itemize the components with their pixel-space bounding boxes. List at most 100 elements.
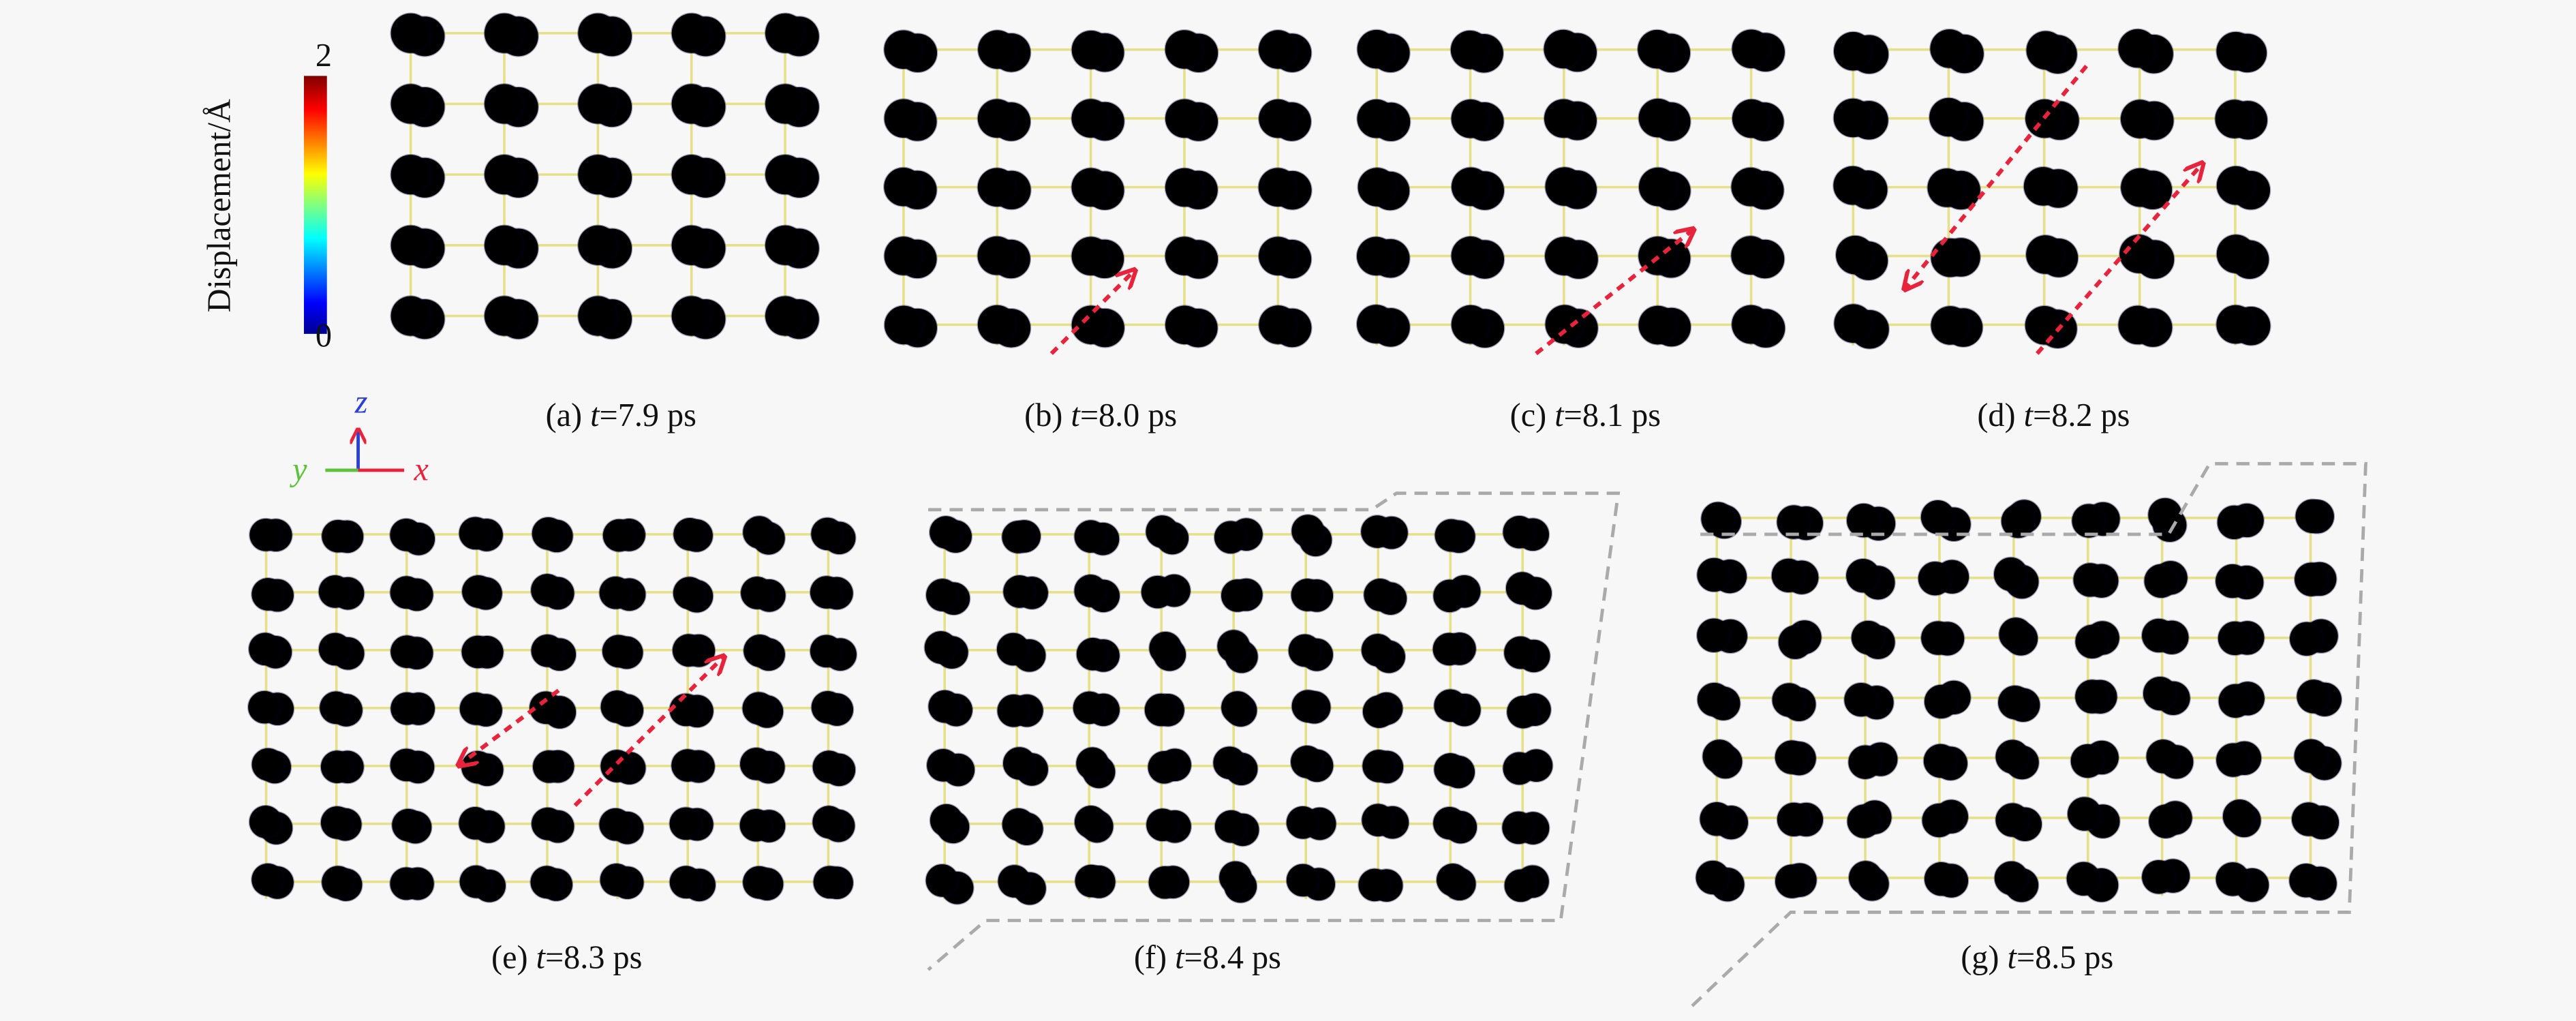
- atom: [1434, 518, 1469, 553]
- atom: [1543, 29, 1584, 70]
- atom: [2024, 305, 2065, 346]
- atom: [319, 690, 354, 725]
- atom: [1731, 29, 1772, 70]
- caption: (b) t=8.0 ps: [1024, 397, 1177, 433]
- atom: [977, 29, 1017, 70]
- atom: [1776, 504, 1812, 540]
- atom: [461, 635, 495, 669]
- atom: [1361, 803, 1396, 838]
- atom: [1777, 624, 1813, 660]
- atom: [483, 224, 525, 266]
- atom: [483, 12, 525, 54]
- atom: [1145, 514, 1180, 549]
- atom: [1287, 633, 1322, 668]
- atom: [391, 808, 426, 842]
- atom: [483, 153, 525, 196]
- atom: [1075, 637, 1110, 671]
- atom: [577, 295, 619, 337]
- atom: [1503, 635, 1538, 670]
- atom: [532, 749, 566, 784]
- atom: [598, 575, 633, 610]
- atom: [977, 167, 1017, 208]
- colorbar-max: 2: [316, 37, 332, 74]
- atom: [1432, 579, 1467, 613]
- atom: [1071, 98, 1111, 139]
- atom: [764, 12, 806, 54]
- atom: [883, 305, 924, 346]
- caption: (g) t=8.5 ps: [1961, 939, 2113, 975]
- atom: [739, 575, 774, 610]
- snapshot: [1355, 29, 1786, 349]
- atom: [2023, 166, 2064, 207]
- atom: [1543, 98, 1584, 139]
- atom: [390, 224, 431, 266]
- atom: [461, 574, 495, 609]
- atom: [810, 517, 845, 551]
- atom: [2119, 99, 2160, 140]
- atom: [1355, 236, 1396, 277]
- atom: [1997, 684, 2033, 720]
- atom: [531, 516, 566, 551]
- atom: [321, 865, 356, 900]
- atom: [883, 236, 924, 276]
- atom: [2218, 683, 2254, 719]
- atom: [1833, 31, 1873, 72]
- atom: [1001, 807, 1036, 842]
- atom: [2142, 675, 2178, 712]
- atom: [997, 864, 1032, 899]
- slip-arrow: [573, 658, 723, 807]
- atom: [1699, 801, 1735, 837]
- atom: [1002, 746, 1037, 780]
- atom: [883, 29, 924, 70]
- atom: [389, 517, 424, 552]
- caption: (f) t=8.4 ps: [1134, 939, 1281, 975]
- atom: [1923, 861, 1959, 897]
- atom: [1147, 750, 1182, 784]
- atom: [390, 153, 431, 196]
- atom: [741, 865, 776, 900]
- atom: [2215, 31, 2256, 72]
- atom: [1730, 235, 1771, 276]
- atom: [600, 748, 634, 783]
- atom: [1920, 499, 1956, 535]
- atom: [2217, 620, 2253, 656]
- atom: [1730, 166, 1771, 207]
- atom: [1257, 29, 1298, 70]
- atom: [1433, 752, 1468, 787]
- atom: [671, 153, 712, 196]
- atom: [1771, 682, 1807, 718]
- cell-outline: [1691, 461, 2367, 1007]
- atom: [2296, 679, 2331, 714]
- atom: [1257, 167, 1298, 208]
- atom: [251, 862, 286, 897]
- atom: [1216, 629, 1251, 664]
- atom: [1770, 558, 1807, 594]
- boxes: [927, 461, 2367, 1007]
- atom: [1503, 868, 1538, 903]
- atom: [1432, 806, 1467, 840]
- atom: [1845, 558, 1881, 594]
- snapshot: [1695, 497, 2343, 903]
- atom: [1073, 519, 1108, 554]
- time-value: =8.2 ps: [2033, 397, 2130, 433]
- atom: [996, 632, 1030, 667]
- time-variable: t: [536, 939, 547, 975]
- time-value: =8.0 ps: [1080, 397, 1177, 433]
- atom: [2215, 563, 2250, 599]
- time-variable: t: [1071, 397, 1081, 433]
- atom: [883, 166, 923, 207]
- atom: [1993, 860, 2029, 896]
- time-variable: t: [2024, 397, 2034, 433]
- atom: [1702, 739, 1737, 774]
- atom: [1072, 690, 1107, 725]
- atom: [2215, 234, 2256, 275]
- atom: [1212, 746, 1247, 780]
- atom: [883, 98, 924, 139]
- atom: [599, 862, 634, 897]
- atom: [577, 12, 619, 54]
- atom: [1505, 571, 1539, 606]
- atom: [1696, 557, 1732, 593]
- atom: [1355, 304, 1396, 344]
- atom: [1002, 574, 1037, 609]
- atom: [764, 83, 806, 125]
